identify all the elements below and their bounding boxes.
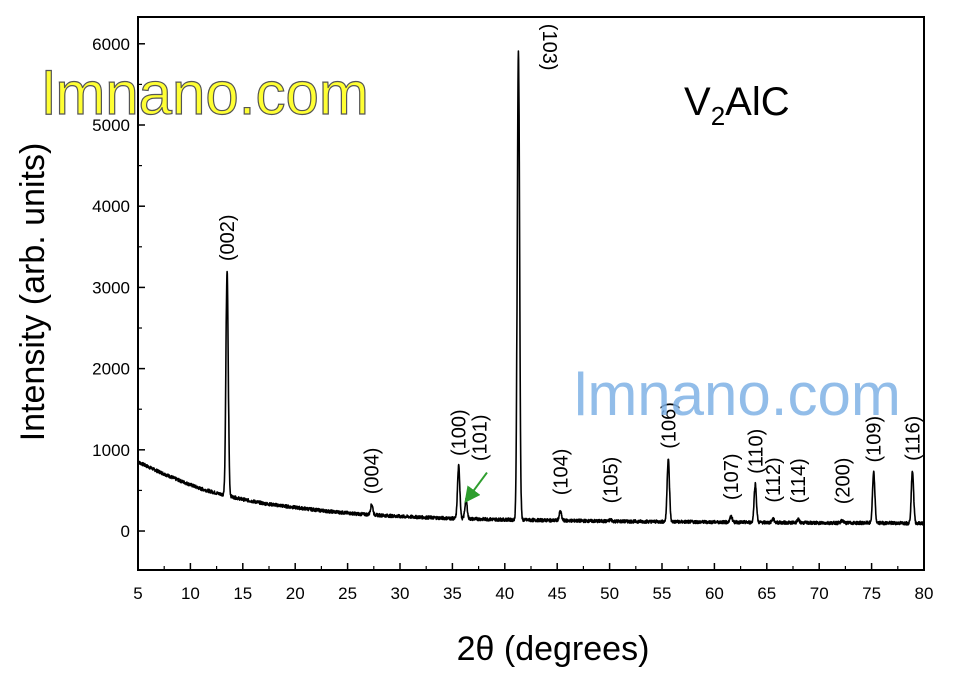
peak-label: (104) (550, 449, 572, 496)
x-tick-label: 35 (443, 584, 462, 603)
y-tick-label: 2000 (92, 360, 130, 379)
peak-label: (112) (763, 457, 785, 502)
xrd-pattern-line (138, 50, 924, 526)
y-tick-label: 3000 (92, 278, 130, 297)
peak-label: (004) (362, 448, 384, 495)
x-tick-label: 75 (862, 584, 881, 603)
x-tick-label: 65 (757, 584, 776, 603)
y-tick-label: 5000 (92, 116, 130, 135)
x-axis-title: 2θ (degrees) (457, 630, 650, 668)
peak-label: (114) (788, 458, 810, 503)
peak-label: (101) (470, 414, 492, 461)
y-tick-label: 4000 (92, 197, 130, 216)
watermark-bottom: lmnano.com (574, 361, 901, 428)
y-tick-labels: 0 1000 2000 3000 4000 5000 6000 (92, 35, 130, 541)
peak-label: (002) (217, 214, 239, 261)
y-tick-label: 6000 (92, 35, 130, 54)
x-tick-label: 10 (181, 584, 200, 603)
watermark-top: lmnano.com (42, 60, 369, 127)
x-tick-label: 60 (705, 584, 724, 603)
peak-label: (116) (902, 416, 924, 461)
y-tick-label: 1000 (92, 441, 130, 460)
peak-label: (107) (721, 453, 743, 500)
x-tick-label: 55 (653, 584, 672, 603)
x-tick-label: 80 (915, 584, 934, 603)
peak-label: (100) (449, 409, 471, 456)
chart-title: V2AlC (684, 80, 790, 131)
x-tick-label: 20 (286, 584, 305, 603)
peak-labels: (002) (004) (100)(101) (103) (104) (105) (106)… (217, 24, 924, 504)
x-tick-label: 5 (133, 584, 142, 603)
peak-label: (103) (538, 24, 560, 71)
peak-label: (110) (745, 429, 767, 474)
peak-label: (200) (832, 458, 854, 505)
x-tick-labels: 5 10 15 20 25 30 35 40 45 50 55 60 65 70 75 80 (133, 584, 933, 603)
peak-label: (105) (601, 457, 623, 504)
peak-label: (106) (658, 402, 680, 449)
y-tick-label: 0 (121, 522, 130, 541)
x-tick-label: 30 (391, 584, 410, 603)
x-tick-label: 25 (338, 584, 357, 603)
peak-label: (109) (864, 416, 886, 463)
axis-ticks (137, 43, 925, 570)
arrow-101 (464, 471, 488, 503)
y-axis-title: Intensity (arb. units) (14, 143, 52, 442)
x-tick-label: 50 (600, 584, 619, 603)
x-tick-label: 45 (548, 584, 567, 603)
x-tick-label: 15 (233, 584, 252, 603)
x-tick-label: 70 (810, 584, 829, 603)
x-tick-label: 40 (495, 584, 514, 603)
